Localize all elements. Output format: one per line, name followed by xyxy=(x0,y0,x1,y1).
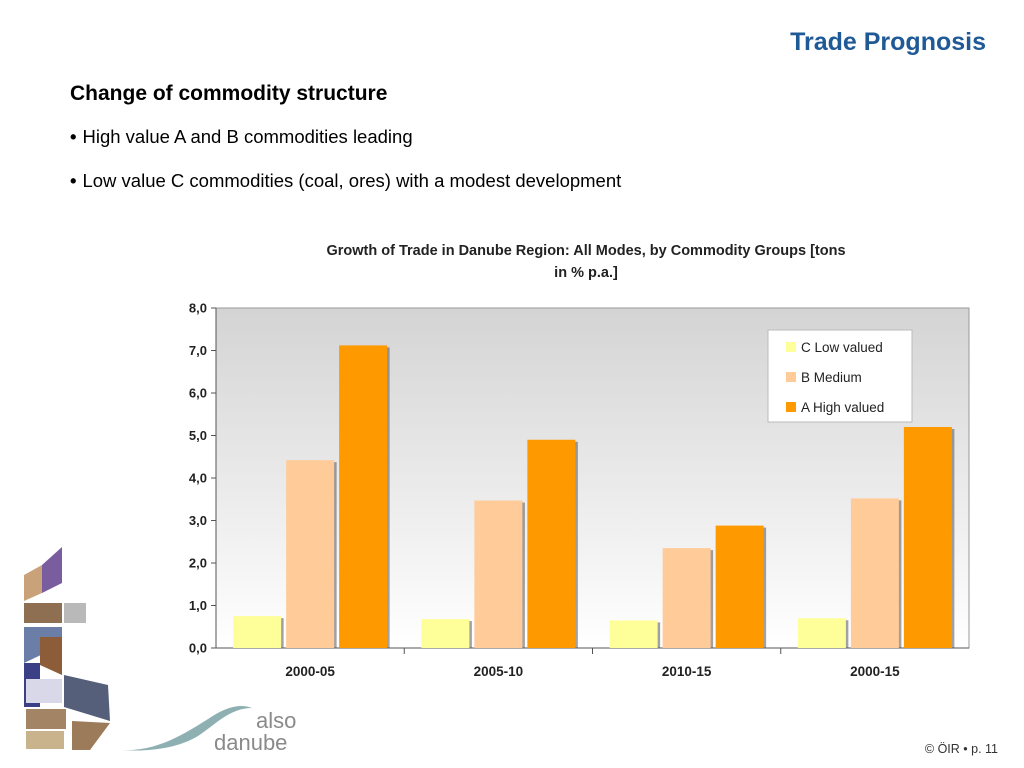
y-tick-label: 0,0 xyxy=(189,641,207,656)
y-tick-label: 3,0 xyxy=(189,513,207,528)
bar xyxy=(474,500,523,648)
logo-line-2: danube xyxy=(214,730,287,755)
bullet-text: High value A and B commodities leading xyxy=(82,126,413,147)
bullet-text: Low value C commodities (coal, ores) wit… xyxy=(82,170,622,191)
bar xyxy=(715,525,764,648)
bar xyxy=(609,620,658,648)
legend-label: A High valued xyxy=(801,400,884,415)
legend-swatch xyxy=(786,402,796,412)
x-tick-label: 2000-05 xyxy=(285,664,335,679)
slide-title: Trade Prognosis xyxy=(790,28,986,56)
bullet-item: • High value A and B commodities leading xyxy=(70,126,413,148)
legend-label: C Low valued xyxy=(801,340,883,355)
legend-swatch xyxy=(786,342,796,352)
bar-chart: Growth of Trade in Danube Region: All Mo… xyxy=(189,243,970,679)
footer-page-number: © ÖIR • p. 11 xyxy=(924,742,998,756)
bar xyxy=(903,427,952,648)
bar xyxy=(286,460,335,648)
bar xyxy=(339,345,388,648)
bar xyxy=(527,439,576,648)
y-axis: 0,0 1,0 2,0 3,0 4,0 5,0 6,0 7,0 8,0 xyxy=(189,301,217,656)
bar xyxy=(662,548,711,648)
y-tick-label: 6,0 xyxy=(189,386,207,401)
legend: C Low valued B Medium A High valued xyxy=(767,329,913,423)
decorative-photo-collage xyxy=(24,547,110,750)
bar xyxy=(233,616,282,648)
legend-label: B Medium xyxy=(801,370,862,385)
y-tick-label: 7,0 xyxy=(189,343,207,358)
logo-line-1: also xyxy=(256,708,296,733)
bars xyxy=(233,345,955,648)
bar xyxy=(850,498,899,648)
bullet-glyph: • xyxy=(70,126,77,147)
y-tick-label: 5,0 xyxy=(189,428,207,443)
chart-title-line-1: Growth of Trade in Danube Region: All Mo… xyxy=(326,243,845,259)
x-axis: 2000-05 2005-10 2010-15 2000-15 xyxy=(216,647,969,679)
y-tick-label: 8,0 xyxy=(189,301,207,316)
chart-title-line-2: in % p.a.] xyxy=(554,265,618,281)
x-tick-label: 2005-10 xyxy=(474,664,524,679)
legend-swatch xyxy=(786,372,796,382)
y-tick-label: 1,0 xyxy=(189,598,207,613)
bar xyxy=(421,619,470,648)
y-tick-label: 2,0 xyxy=(189,556,207,571)
y-tick-label: 4,0 xyxy=(189,471,207,486)
bullet-glyph: • xyxy=(70,170,77,191)
bullet-item: • Low value C commodities (coal, ores) wi… xyxy=(70,170,621,192)
slide-subtitle: Change of commodity structure xyxy=(70,82,388,105)
x-tick-label: 2000-15 xyxy=(850,664,900,679)
x-tick-label: 2010-15 xyxy=(662,664,712,679)
also-danube-logo: also danube xyxy=(122,706,296,755)
bar xyxy=(797,618,846,648)
wave-icon xyxy=(122,706,252,751)
